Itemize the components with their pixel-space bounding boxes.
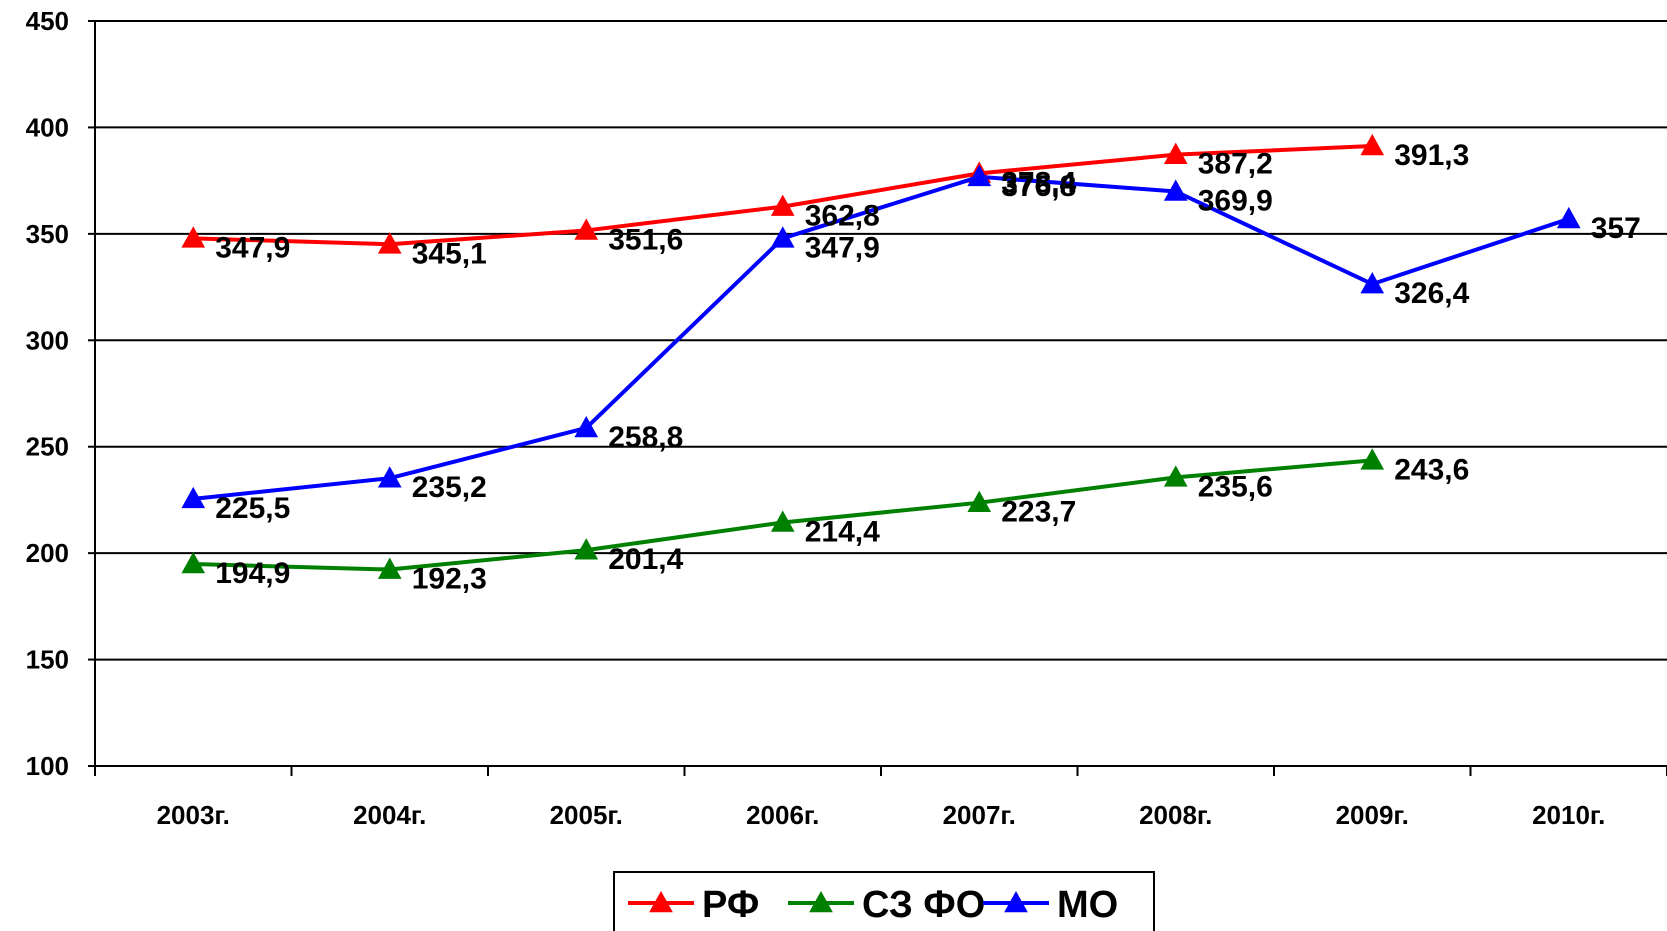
- data-point-marker: [1360, 272, 1385, 294]
- legend-label: СЗ ФО: [862, 884, 985, 926]
- data-point-marker: [181, 551, 206, 574]
- data-point-marker: [1360, 133, 1385, 156]
- data-point-marker: [574, 218, 599, 240]
- data-label: 258,8: [608, 421, 683, 454]
- x-tick-label: 2009г.: [1336, 800, 1409, 830]
- x-tick-label: 2004г.: [353, 800, 426, 830]
- data-labels: 347,9 345,1 351,6 362,8 378,4 387,2 391,3 194,9…: [215, 139, 1641, 596]
- data-label: 243,6: [1394, 453, 1469, 486]
- data-label: 223,7: [1001, 496, 1076, 529]
- data-point-marker: [1360, 448, 1385, 470]
- data-point-marker: [1163, 179, 1188, 201]
- legend-label: МО: [1057, 884, 1118, 926]
- y-tick-label: 450: [26, 6, 69, 36]
- series-line-2: [193, 174, 1570, 501]
- legend-box: [613, 871, 1155, 931]
- data-point-marker: [377, 232, 402, 254]
- legend-marker: [1004, 890, 1028, 913]
- data-point-marker: [967, 490, 992, 512]
- y-tick-label: 150: [26, 645, 69, 675]
- data-label: 214,4: [805, 515, 880, 548]
- y-tick-label: 350: [26, 219, 69, 249]
- data-point-marker: [377, 466, 402, 488]
- data-label: 235,2: [412, 471, 487, 504]
- data-point-marker: [377, 557, 402, 579]
- grid-lines: [95, 20, 1667, 661]
- series-lines: [181, 133, 1581, 579]
- data-label: 362,8: [805, 200, 880, 233]
- data-point-marker: [181, 486, 206, 509]
- data-point-marker: [770, 194, 795, 216]
- x-tick-label: 2003г.: [157, 800, 230, 830]
- data-label: 347,9: [805, 231, 880, 264]
- data-label: 391,3: [1394, 139, 1469, 172]
- data-point-marker: [967, 164, 992, 187]
- data-point-marker: [1163, 465, 1188, 487]
- x-tick-label: 2006г.: [746, 800, 819, 830]
- data-label: 369,9: [1198, 184, 1273, 217]
- data-point-marker: [770, 226, 795, 248]
- x-tick-label: 2005г.: [550, 800, 623, 830]
- y-tick-label: 400: [26, 112, 69, 142]
- axes: 100 150 200 250 300 350 400 450 2003г. 2004г. 2005…: [26, 6, 1667, 830]
- data-label: 326,4: [1394, 277, 1469, 310]
- data-point-marker: [181, 226, 206, 248]
- data-label: 194,9: [215, 557, 290, 590]
- data-label: 201,4: [608, 543, 683, 576]
- data-label: 351,6: [608, 223, 683, 256]
- x-tick-label: 2007г.: [943, 800, 1016, 830]
- y-tick-label: 100: [26, 751, 69, 781]
- legend: РФ СЗ ФО МО: [613, 871, 1155, 931]
- data-label: 347,9: [215, 231, 290, 264]
- legend-label: РФ: [702, 884, 759, 926]
- y-tick-label: 250: [26, 432, 69, 462]
- data-point-marker: [1556, 206, 1581, 229]
- data-label: 376,8: [1001, 170, 1076, 203]
- x-tick-label: 2010г.: [1532, 800, 1605, 830]
- data-label: 378,4: [1001, 166, 1076, 199]
- x-tick-label: 2008г.: [1139, 800, 1212, 830]
- data-point-marker: [574, 415, 599, 438]
- y-tick-label: 200: [26, 538, 69, 568]
- data-label: 225,5: [215, 492, 290, 525]
- data-point-marker: [574, 538, 599, 560]
- legend-marker: [809, 890, 833, 913]
- data-label: 357: [1591, 212, 1641, 245]
- data-point-marker: [1163, 142, 1188, 164]
- data-label: 192,3: [412, 563, 487, 596]
- data-label: 235,6: [1198, 470, 1273, 503]
- data-label: 345,1: [412, 237, 487, 270]
- y-tick-label: 300: [26, 325, 69, 355]
- legend-marker: [649, 890, 673, 913]
- data-point-marker: [770, 510, 795, 532]
- data-label: 387,2: [1198, 148, 1273, 181]
